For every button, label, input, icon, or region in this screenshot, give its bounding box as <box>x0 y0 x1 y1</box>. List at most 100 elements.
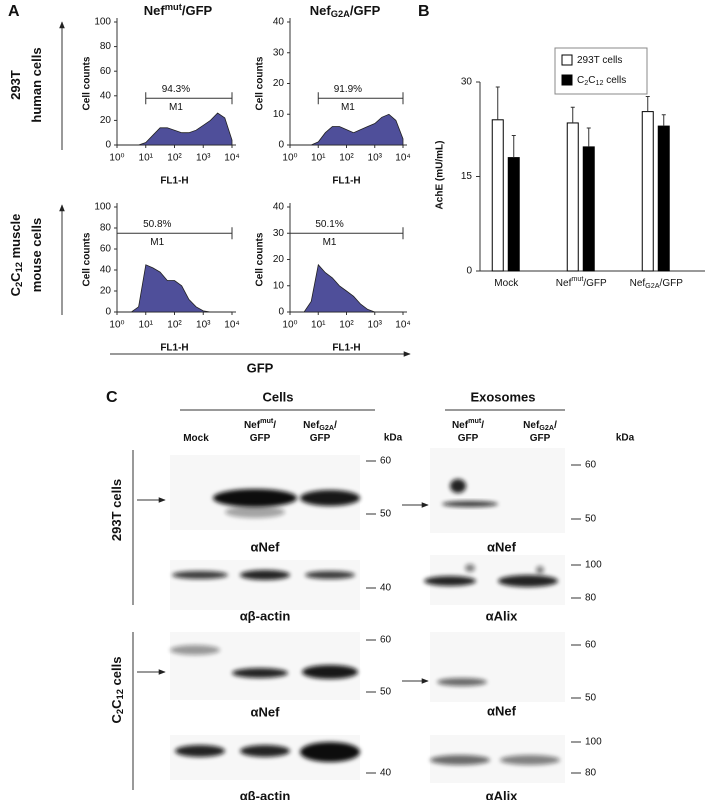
row-label: 293T cells <box>109 479 124 541</box>
x-tick-label: 10² <box>167 153 182 164</box>
text-part: 12 <box>595 78 603 87</box>
panel-label: A <box>8 3 20 20</box>
gate-percent: 94.3% <box>162 84 190 95</box>
text-part: C <box>109 713 124 723</box>
x-axis-label: FL1-H <box>160 343 188 354</box>
text-part: /GFP <box>583 278 607 289</box>
marker-label: 100 <box>585 737 602 748</box>
text-part: Nef <box>630 278 646 289</box>
text-part: 293T cells <box>577 55 622 66</box>
y-tick-label: 20 <box>100 286 112 297</box>
band <box>442 501 498 507</box>
lane-label: Mock <box>183 433 209 444</box>
y-tick-label: 0 <box>278 307 284 318</box>
y-tick-label: 0 <box>466 266 472 277</box>
row-label: C2C12 muscle <box>8 214 24 297</box>
marker-label: 60 <box>380 456 392 467</box>
marker-label: 50 <box>585 514 597 525</box>
error-bar <box>495 86 500 120</box>
y-tick-label: 80 <box>100 223 112 234</box>
gate-percent: 50.1% <box>315 219 343 230</box>
lane-label: GFP <box>530 433 551 444</box>
error-bar <box>661 114 666 127</box>
antibody-label: αNef <box>487 703 517 718</box>
x-tick-label: 10⁰ <box>282 153 297 164</box>
error-bar <box>511 135 516 158</box>
group-header: Exosomes <box>470 389 535 404</box>
legend-label: C2C12 cells <box>577 75 626 87</box>
lane-label: NefG2A/ <box>523 420 557 432</box>
x-tick-label: NefG2A/GFP <box>630 278 684 290</box>
x-tick-label: 10¹ <box>139 320 154 331</box>
band <box>465 564 475 572</box>
x-tick-label: 10⁴ <box>224 320 239 331</box>
gate <box>317 92 404 105</box>
y-tick-label: 20 <box>273 254 285 265</box>
text-part: Nef <box>452 420 469 431</box>
y-tick-label: 40 <box>273 17 285 28</box>
text-part: mut <box>571 274 583 283</box>
y-tick-label: 10 <box>273 109 285 120</box>
marker-label: 50 <box>380 687 392 698</box>
legend-label: 293T cells <box>577 55 622 66</box>
bar <box>566 122 579 272</box>
text-part: GFP <box>458 433 479 444</box>
antibody-label: αAlix <box>486 608 519 623</box>
x-tick-label: 10⁴ <box>395 153 410 164</box>
text-part: G2A <box>319 423 334 432</box>
antibody-label: αNef <box>251 539 281 554</box>
x-tick-label: 10⁰ <box>109 320 124 331</box>
kda-label: kDa <box>384 433 403 444</box>
text-part: C <box>109 699 124 709</box>
text-part: Nef <box>244 420 261 431</box>
x-tick-label: 10¹ <box>139 153 154 164</box>
x-tick-label: 10⁰ <box>109 153 124 164</box>
x-tick-label: 10² <box>339 320 354 331</box>
y-tick-label: 100 <box>94 17 111 28</box>
band <box>536 566 544 574</box>
text-part: /GFP <box>182 3 213 18</box>
x-tick-label: 10³ <box>196 320 211 331</box>
blot <box>430 632 565 702</box>
band <box>437 678 487 686</box>
text-part: C <box>8 286 23 296</box>
error-bar <box>570 106 575 123</box>
x-tick-label: 10¹ <box>311 153 326 164</box>
text-part: mut <box>260 416 274 425</box>
y-tick-label: 0 <box>105 140 111 151</box>
band <box>240 570 290 580</box>
x-tick-label: Mock <box>494 278 519 289</box>
gate-percent: 91.9% <box>334 84 362 95</box>
histogram-area <box>117 112 233 146</box>
gate <box>145 92 233 105</box>
band <box>172 571 228 579</box>
gate <box>116 227 233 240</box>
text-part: /GFP <box>350 3 381 18</box>
bar <box>582 146 595 272</box>
y-axis-label: Cell counts <box>255 232 266 286</box>
band <box>498 575 558 587</box>
blot <box>170 560 360 610</box>
text-part: 2 <box>14 282 24 287</box>
text-part: GFP <box>250 433 271 444</box>
marker-label: GFP <box>247 360 274 375</box>
x-tick-label: 10³ <box>368 320 383 331</box>
bar <box>657 125 670 272</box>
y-axis-label: Cell counts <box>82 232 93 286</box>
text-part: Nef <box>303 420 320 431</box>
error-bar <box>586 127 591 147</box>
blot <box>430 448 565 533</box>
text-part: cells <box>603 75 626 86</box>
lane-label: GFP <box>250 433 271 444</box>
x-tick-label: 10³ <box>368 153 383 164</box>
text-part: C <box>8 272 23 282</box>
marker-label: 50 <box>585 693 597 704</box>
y-tick-label: 40 <box>100 90 112 101</box>
marker-label: 80 <box>585 593 597 604</box>
band <box>430 755 490 765</box>
x-tick-label: 10³ <box>196 153 211 164</box>
y-tick-label: 40 <box>100 265 112 276</box>
y-axis-label: Cell counts <box>255 56 266 110</box>
bar <box>507 157 520 272</box>
band <box>424 576 476 586</box>
